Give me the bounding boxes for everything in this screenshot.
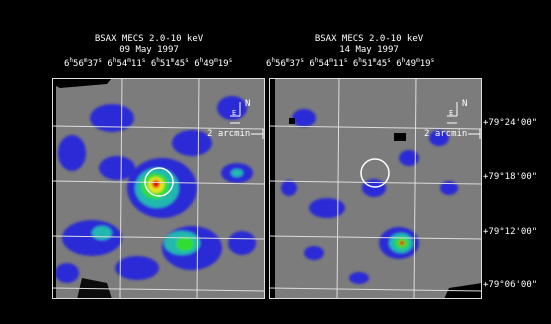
mask-region <box>52 78 56 299</box>
left-ra-tick-1: 6h56m37s <box>64 59 102 69</box>
right-image-panel: N E 2 arcmin <box>269 78 482 299</box>
emission-patch <box>99 156 135 180</box>
left-date: 09 May 1997 <box>119 45 179 55</box>
emission-patch <box>399 150 419 166</box>
scale-bar-label: 2 arcmin <box>207 129 250 139</box>
right-ra-tick-1: 6h56m37s <box>266 59 304 69</box>
scale-bar <box>251 128 265 140</box>
source-b-red <box>400 241 405 246</box>
mask-region <box>289 118 295 124</box>
right-ra-tick-3: 6h51m45s <box>353 59 391 69</box>
dec-label-1: +79°24'00" <box>483 118 537 128</box>
right-ra-axis: 6h56m37s 6h54m11s 6h51m45s 6h49m19s <box>266 56 434 69</box>
emission-mid <box>92 226 112 240</box>
left-ra-tick-2: 6h54m11s <box>107 59 145 69</box>
north-label: N <box>462 99 467 109</box>
emission-patch <box>90 104 134 132</box>
dec-label-4: +79°06'00" <box>483 280 537 290</box>
left-ra-tick-3: 6h51m45s <box>151 59 189 69</box>
left-title: BSAX MECS 2.0-10 keV <box>95 34 203 44</box>
emission-patch <box>55 263 79 283</box>
scale-bar <box>468 128 482 140</box>
left-ra-tick-4: 6h49m19s <box>194 59 232 69</box>
emission-patch <box>362 179 386 197</box>
source-a-red <box>152 180 160 188</box>
east-label: E <box>449 108 453 118</box>
dec-label-3: +79°12'00" <box>483 227 537 237</box>
emission-patch <box>228 231 256 255</box>
emission-mid <box>231 169 243 177</box>
emission-patch <box>172 130 212 156</box>
north-label: N <box>245 99 250 109</box>
left-image-panel: N E 2 arcmin <box>52 78 265 299</box>
emission-patch <box>62 220 122 256</box>
emission-patch <box>349 272 369 284</box>
right-title: BSAX MECS 2.0-10 keV <box>315 34 423 44</box>
source-b-green <box>176 237 194 251</box>
mask-region <box>269 78 275 299</box>
right-date: 14 May 1997 <box>339 45 399 55</box>
emission-patch <box>304 246 324 260</box>
emission-patch <box>281 180 297 196</box>
right-ra-tick-4: 6h49m19s <box>396 59 434 69</box>
emission-patch <box>309 198 345 218</box>
left-ra-axis: 6h56m37s 6h54m11s 6h51m45s 6h49m19s <box>64 56 232 69</box>
east-label: E <box>232 108 236 118</box>
right-ra-tick-2: 6h54m11s <box>309 59 347 69</box>
emission-patch <box>58 135 86 171</box>
emission-patch <box>292 109 316 127</box>
emission-patch <box>115 256 159 280</box>
dec-label-2: +79°18'00" <box>483 172 537 182</box>
mask-region <box>394 133 406 141</box>
scale-bar-label: 2 arcmin <box>424 129 467 139</box>
